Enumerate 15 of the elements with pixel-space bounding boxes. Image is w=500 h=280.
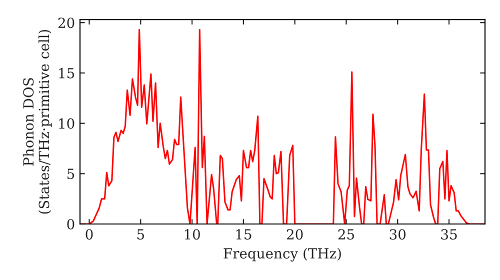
x-tick-label: 20 bbox=[286, 229, 303, 240]
y-axis-title: Phonon DOS (States/THz·primitive cell) bbox=[22, 30, 52, 214]
x-tick-label: 25 bbox=[338, 229, 354, 240]
x-tick-label: 30 bbox=[390, 229, 406, 240]
y-tick-label: 15 bbox=[59, 68, 74, 78]
x-tick-label: 35 bbox=[441, 229, 457, 240]
y-tick-label: 0 bbox=[67, 218, 74, 230]
x-axis-title: Frequency (THz) bbox=[224, 248, 341, 262]
y-tick-label: 5 bbox=[67, 168, 74, 180]
y-tick-label: 10 bbox=[59, 118, 74, 129]
x-tick-label: 15 bbox=[236, 229, 252, 240]
y-tick-label: 20 bbox=[58, 18, 74, 28]
x-tick-label: 5 bbox=[137, 229, 144, 240]
x-tick-label: 10 bbox=[184, 229, 200, 240]
x-tick-label: 0 bbox=[86, 229, 93, 240]
